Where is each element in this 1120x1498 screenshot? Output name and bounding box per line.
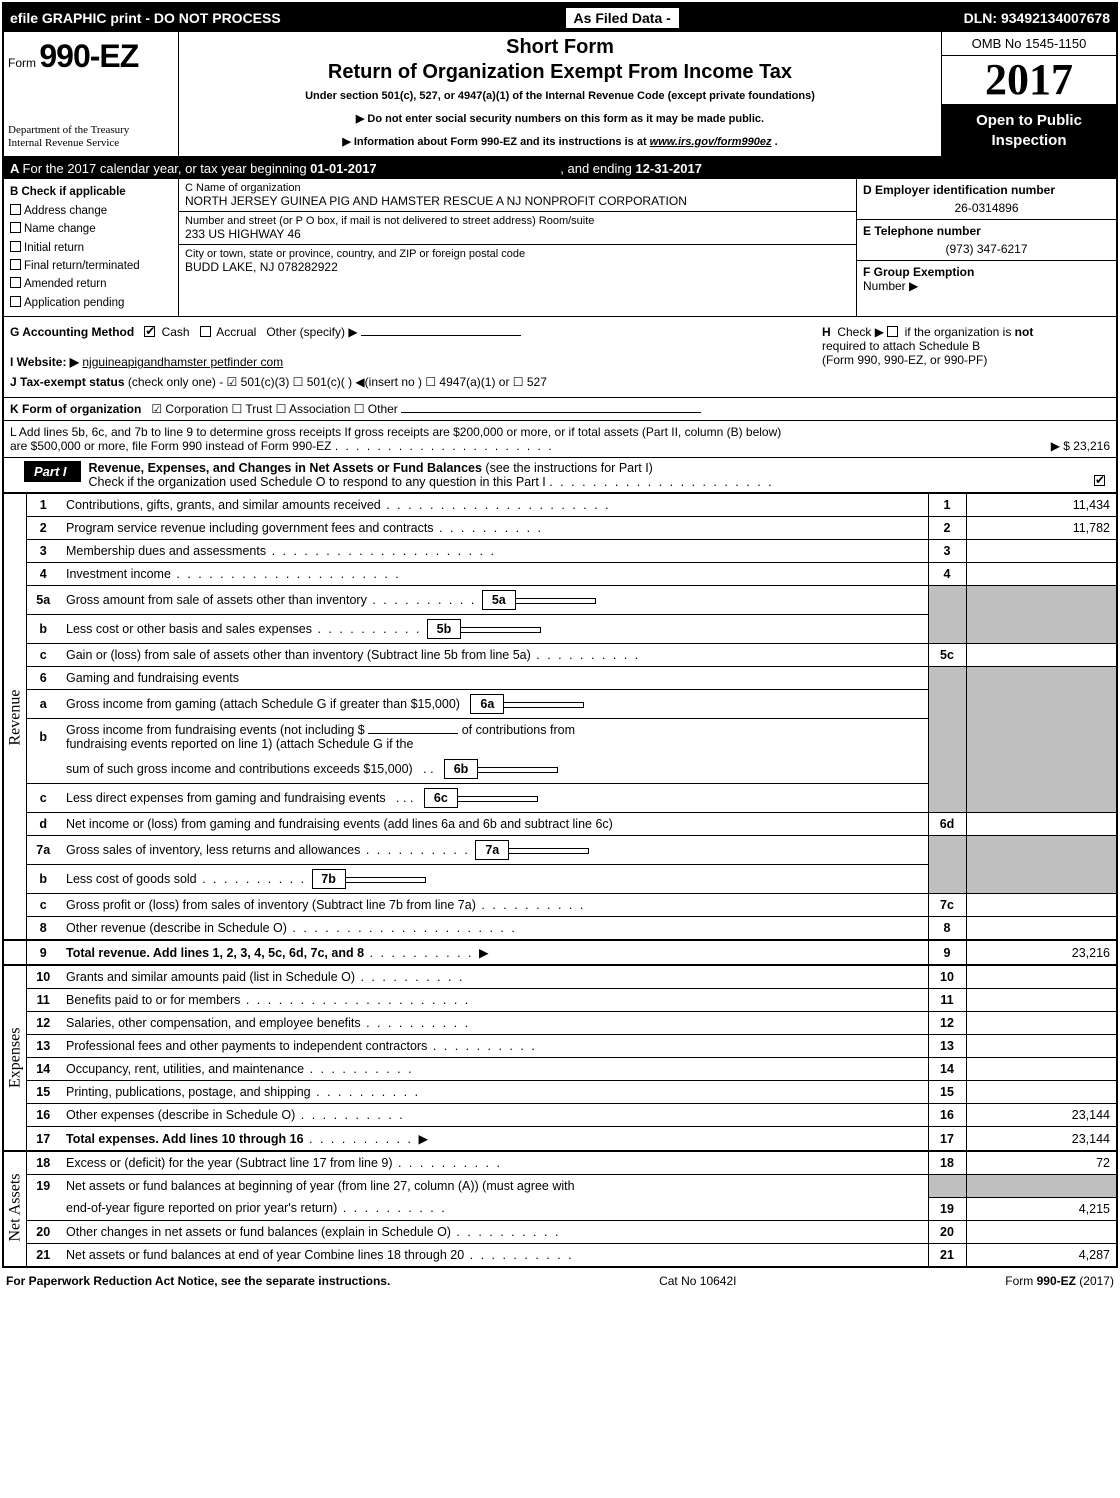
i-website[interactable]: njguineapigandhamster petfinder com xyxy=(82,355,283,369)
chk-name[interactable] xyxy=(10,222,21,233)
irs-link[interactable]: www.irs.gov/form990ez xyxy=(650,136,772,148)
c-name: NORTH JERSEY GUINEA PIG AND HAMSTER RESC… xyxy=(185,194,850,208)
j-label: J Tax-exempt status xyxy=(10,375,125,389)
footer-mid: Cat No 10642I xyxy=(659,1274,736,1288)
val-18: 72 xyxy=(966,1151,1116,1175)
donot-1: ▶ Do not enter social security numbers o… xyxy=(187,112,933,125)
part-i-title: Revenue, Expenses, and Changes in Net As… xyxy=(89,461,482,475)
k-options: ☑ Corporation ☐ Trust ☐ Association ☐ Ot… xyxy=(151,402,397,416)
donot-2: ▶ Information about Form 990-EZ and its … xyxy=(187,135,933,148)
header-right: OMB No 1545-1150 2017 Open to Public Ins… xyxy=(941,32,1116,156)
chk-pending[interactable] xyxy=(10,296,21,307)
val-2: 11,782 xyxy=(966,517,1116,540)
val-17: 23,144 xyxy=(966,1127,1116,1152)
side-expenses: Expenses xyxy=(4,965,26,1151)
return-title: Return of Organization Exempt From Incom… xyxy=(187,61,933,84)
gh-row: G Accounting Method Cash Accrual Other (… xyxy=(4,317,1116,398)
section-b: B Check if applicable Address change Nam… xyxy=(4,179,1116,317)
c-name-label: C Name of organization xyxy=(185,182,850,194)
chk-amended[interactable] xyxy=(10,277,21,288)
chk-h[interactable] xyxy=(887,326,898,337)
lines-table: Revenue 1 Contributions, gifts, grants, … xyxy=(4,493,1116,1266)
open-public: Open to Public Inspection xyxy=(942,105,1116,156)
d-ein: 26-0314896 xyxy=(863,201,1110,215)
part-i-header: Part I Revenue, Expenses, and Changes in… xyxy=(4,458,1116,493)
row-a: A For the 2017 calendar year, or tax yea… xyxy=(4,158,1116,179)
c-city: BUDD LAKE, NJ 078282922 xyxy=(185,260,850,274)
e-phone: (973) 347-6217 xyxy=(863,242,1110,256)
f-label2: Number ▶ xyxy=(863,279,918,293)
as-filed-box: As Filed Data - xyxy=(565,7,680,29)
tax-year: 2017 xyxy=(942,56,1116,105)
k-label: K Form of organization xyxy=(10,402,141,416)
l-row: L Add lines 5b, 6c, and 7b to line 9 to … xyxy=(4,421,1116,458)
chk-accrual[interactable] xyxy=(200,326,211,337)
chk-cash[interactable] xyxy=(144,326,155,337)
footer-right: Form 990-EZ (2017) xyxy=(1005,1274,1114,1288)
header-mid: Short Form Return of Organization Exempt… xyxy=(179,32,941,156)
c-addr: 233 US HIGHWAY 46 xyxy=(185,227,850,241)
form-number: 990-EZ xyxy=(39,38,138,74)
j-options: (check only one) - ☑ 501(c)(3) ☐ 501(c)(… xyxy=(128,375,547,389)
e-label: E Telephone number xyxy=(863,224,981,238)
val-16: 23,144 xyxy=(966,1104,1116,1127)
top-bar: efile GRAPHIC print - DO NOT PROCESS As … xyxy=(4,4,1116,32)
dept: Department of the Treasury Internal Reve… xyxy=(8,124,174,150)
footer-left: For Paperwork Reduction Act Notice, see … xyxy=(6,1274,390,1288)
c-org: C Name of organization NORTH JERSEY GUIN… xyxy=(179,179,856,316)
footer: For Paperwork Reduction Act Notice, see … xyxy=(0,1270,1120,1288)
form-container: efile GRAPHIC print - DO NOT PROCESS As … xyxy=(2,2,1118,1268)
chk-part-i[interactable] xyxy=(1094,475,1105,486)
b-title: B Check if applicable xyxy=(10,186,126,198)
part-i-tag: Part I xyxy=(24,461,81,482)
chk-final[interactable] xyxy=(10,259,21,270)
chk-address[interactable] xyxy=(10,204,21,215)
form-prefix: Form xyxy=(8,56,36,70)
efile-label: efile GRAPHIC print - DO NOT PROCESS xyxy=(10,10,281,26)
b-checkboxes: B Check if applicable Address change Nam… xyxy=(4,179,179,316)
def-block: D Employer identification number 26-0314… xyxy=(856,179,1116,316)
h-block: H Check ▶ if the organization is not req… xyxy=(816,317,1116,397)
c-addr-label: Number and street (or P O box, if mail i… xyxy=(185,215,850,227)
under-section: Under section 501(c), 527, or 4947(a)(1)… xyxy=(187,90,933,102)
d-label: D Employer identification number xyxy=(863,183,1055,197)
header-left: Form 990-EZ Department of the Treasury I… xyxy=(4,32,179,156)
dln: DLN: 93492134007678 xyxy=(964,10,1110,26)
side-revenue: Revenue xyxy=(4,494,26,941)
f-label: F Group Exemption xyxy=(863,265,974,279)
g-label: G Accounting Method xyxy=(10,325,134,339)
chk-initial[interactable] xyxy=(10,241,21,252)
val-21: 4,287 xyxy=(966,1243,1116,1266)
side-net-assets: Net Assets xyxy=(4,1151,26,1266)
l-amount: ▶ $ 23,216 xyxy=(1051,439,1110,453)
val-19: 4,215 xyxy=(966,1197,1116,1220)
c-city-label: City or town, state or province, country… xyxy=(185,248,850,260)
part-i-check: Check if the organization used Schedule … xyxy=(89,475,546,489)
omb: OMB No 1545-1150 xyxy=(942,32,1116,56)
short-form: Short Form xyxy=(187,36,933,59)
i-label: I Website: ▶ xyxy=(10,355,79,369)
g-block: G Accounting Method Cash Accrual Other (… xyxy=(4,317,816,397)
val-9: 23,216 xyxy=(966,940,1116,965)
header: Form 990-EZ Department of the Treasury I… xyxy=(4,32,1116,158)
val-1: 11,434 xyxy=(966,494,1116,517)
k-row: K Form of organization ☑ Corporation ☐ T… xyxy=(4,398,1116,421)
